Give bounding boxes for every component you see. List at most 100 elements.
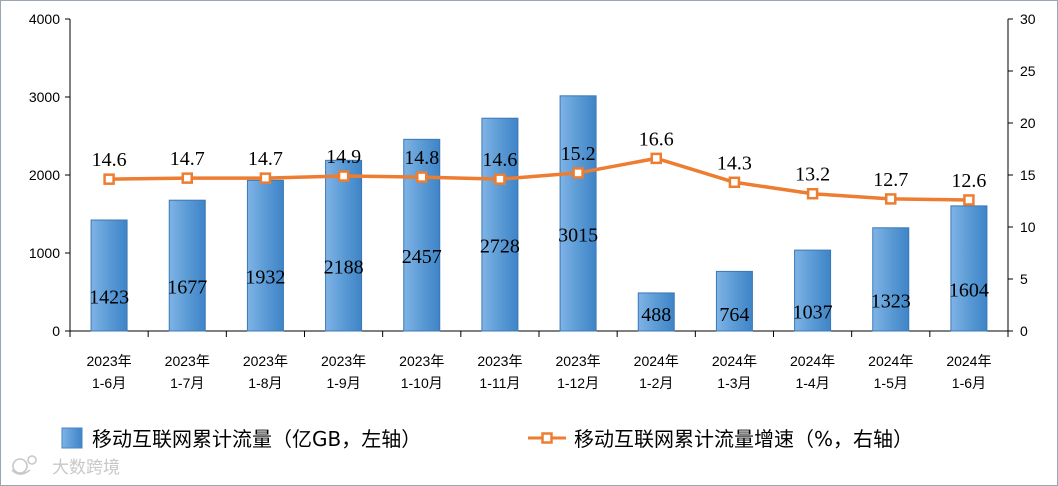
legend-bar-label: 移动互联网累计流量（亿GB，左轴） (92, 427, 421, 451)
line-value-label: 12.7 (873, 169, 908, 191)
watermark: 大数跨境 (11, 455, 120, 478)
category-period-label: 1-5月 (874, 375, 908, 391)
line-value-label: 14.6 (482, 149, 517, 171)
category-year-label: 2024年 (868, 353, 913, 369)
right-tick-label: 20 (1020, 115, 1036, 131)
bar-value-label: 488 (641, 304, 671, 326)
right-tick-label: 25 (1020, 63, 1036, 79)
line-point-marker (963, 194, 975, 206)
line-value-label: 14.7 (170, 148, 205, 170)
bar (950, 205, 988, 332)
legend-bar-swatch (61, 427, 83, 449)
category-year-label: 2023年 (399, 353, 444, 369)
bar (794, 249, 832, 332)
axes: 0 1000 2000 3000 4000 0 5 10 15 20 25 30 (29, 11, 1036, 339)
bar-value-label: 3015 (558, 224, 598, 246)
line-point-marker (572, 167, 584, 179)
right-tick-label: 0 (1020, 323, 1028, 339)
line-point-marker (103, 173, 115, 185)
line-labels: 14.6 14.7 14.7 14.9 14.8 14.6 15.2 16.6 14.3 13.2… (92, 128, 987, 192)
bar-value-label: 2188 (324, 257, 364, 279)
category-year-label: 2024年 (712, 353, 757, 369)
category-year-label: 2023年 (477, 353, 522, 369)
bar (637, 292, 675, 332)
legend-item-bars: 移动互联网累计流量（亿GB，左轴） (61, 427, 421, 451)
category-period-label: 1-3月 (717, 375, 751, 391)
bar-value-label: 2728 (480, 236, 520, 258)
line-value-label: 13.2 (795, 164, 830, 186)
right-tick-label: 5 (1020, 271, 1028, 287)
right-tick-label: 30 (1020, 11, 1036, 27)
category-labels: 2023年 1-6月 2023年 1-7月 2023年 1-8月 2023年 1-9月 2023… (87, 353, 992, 391)
bar (168, 199, 206, 332)
sparkle-logo-icon (11, 455, 37, 475)
bar (90, 219, 128, 332)
left-tick-label: 4000 (29, 11, 60, 27)
category-year-label: 2024年 (946, 353, 991, 369)
category-period-label: 1-11月 (479, 375, 520, 391)
category-period-label: 1-8月 (248, 375, 282, 391)
category-period-label: 1-6月 (952, 375, 986, 391)
category-period-label: 1-2月 (639, 375, 673, 391)
category-period-label: 1-12月 (557, 375, 599, 391)
left-tick-label: 0 (52, 323, 60, 339)
right-tick-label: 15 (1020, 167, 1036, 183)
bar (481, 117, 519, 332)
bar (325, 159, 363, 332)
bar (559, 95, 597, 332)
category-year-label: 2024年 (634, 353, 679, 369)
legend-line-label: 移动互联网累计流量增速（%，右轴） (574, 427, 913, 451)
line-point-marker (806, 187, 819, 200)
bar (403, 138, 441, 332)
line-point-marker (885, 193, 897, 205)
line-point-marker (337, 170, 350, 182)
category-period-label: 1-6月 (92, 375, 126, 391)
line-value-label: 14.3 (717, 152, 752, 174)
legend-line-marker (541, 432, 553, 444)
bar-value-label: 1037 (793, 302, 833, 324)
category-period-label: 1-4月 (795, 375, 829, 391)
left-tick-label: 2000 (29, 167, 60, 183)
line-value-label: 12.6 (951, 170, 986, 192)
line-point-marker (181, 172, 193, 184)
line-point-marker (728, 176, 741, 189)
category-year-label: 2023年 (556, 353, 601, 369)
line-value-label: 14.8 (404, 147, 439, 169)
category-period-label: 1-9月 (326, 375, 360, 391)
bar-value-label: 1932 (245, 267, 285, 289)
line-value-label: 15.2 (561, 143, 596, 165)
bar-value-label: 2457 (402, 246, 442, 268)
category-year-label: 2023年 (321, 353, 366, 369)
category-year-label: 2024年 (790, 353, 835, 369)
bar-value-label: 1323 (871, 290, 911, 312)
category-year-label: 2023年 (165, 353, 210, 369)
left-tick-label: 1000 (29, 245, 60, 261)
bar (872, 227, 910, 332)
line-point-marker (650, 152, 662, 165)
bar (715, 270, 753, 332)
watermark-text: 大数跨境 (52, 458, 120, 478)
line-point-marker (416, 171, 428, 183)
line-value-label: 14.7 (248, 148, 283, 170)
growth-line (109, 156, 969, 202)
bars (90, 95, 988, 332)
bar-value-label: 1604 (949, 279, 989, 301)
line-point-marker (494, 173, 506, 185)
category-period-label: 1-10月 (401, 375, 443, 391)
line-layer (103, 152, 975, 206)
bar-value-label: 764 (719, 304, 749, 326)
bar-value-label: 1423 (89, 287, 129, 309)
category-year-label: 2023年 (243, 353, 288, 369)
line-value-label: 16.6 (639, 128, 674, 150)
category-year-label: 2023年 (87, 353, 132, 369)
bar (246, 179, 284, 332)
legend-item-line: 移动互联网累计流量增速（%，右轴） (528, 427, 913, 451)
category-period-label: 1-7月 (170, 375, 204, 391)
line-value-label: 14.9 (326, 146, 361, 168)
line-point-marker (259, 172, 272, 184)
right-tick-label: 10 (1020, 219, 1036, 235)
bar-value-label: 1677 (167, 277, 207, 299)
legend: 移动互联网累计流量（亿GB，左轴） 移动互联网累计流量增速（%，右轴） (61, 427, 913, 451)
bar-labels: 1423 1677 1932 2188 2457 2728 3015 488 764 1037 13… (89, 224, 989, 326)
